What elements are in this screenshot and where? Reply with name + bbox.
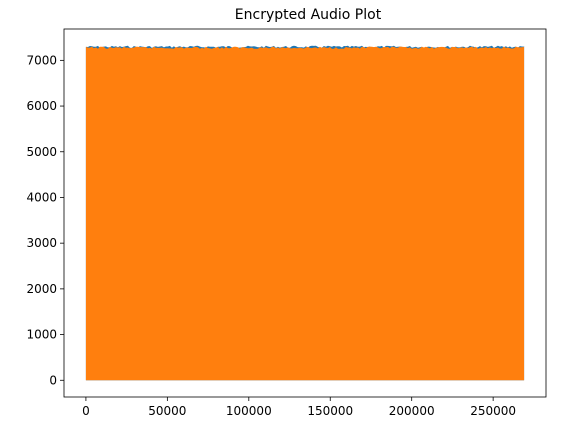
- series-2-fill: [85, 46, 525, 381]
- x-tick-label: 200000: [389, 404, 435, 418]
- x-tick-label: 0: [82, 404, 90, 418]
- x-tick-label: 150000: [307, 404, 353, 418]
- y-tick-label: 4000: [26, 190, 57, 204]
- x-tick-label: 250000: [470, 404, 516, 418]
- y-tick-label: 1000: [26, 328, 57, 342]
- y-axis-ticks: 0 1000 2000 3000 4000 5000 6000 7000: [26, 53, 64, 387]
- x-tick-label: 50000: [148, 404, 186, 418]
- y-tick-label: 0: [49, 373, 57, 387]
- x-tick-label: 100000: [226, 404, 272, 418]
- chart-title: Encrypted Audio Plot: [235, 7, 382, 23]
- y-tick-label: 7000: [26, 53, 57, 67]
- y-tick-label: 2000: [26, 282, 57, 296]
- plot-frame: [63, 28, 547, 398]
- y-tick-label: 3000: [26, 236, 57, 250]
- y-tick-label: 5000: [26, 145, 57, 159]
- y-tick-label: 6000: [26, 99, 57, 113]
- x-axis-ticks: 0 50000 100000 150000 200000 250000: [82, 397, 516, 418]
- series-layer: [85, 45, 525, 381]
